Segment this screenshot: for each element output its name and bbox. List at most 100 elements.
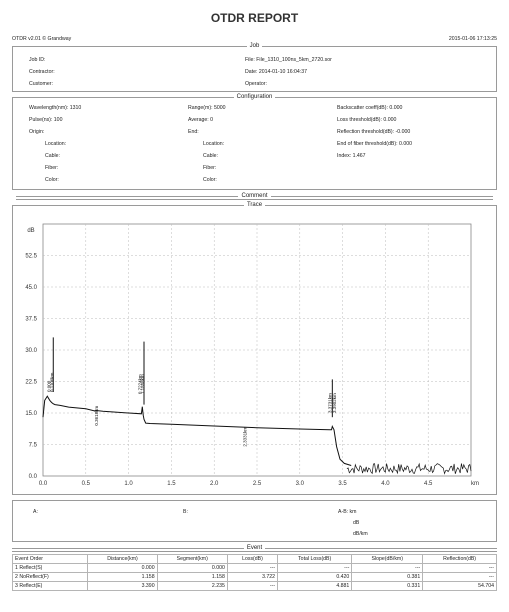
trace-header: Trace	[243, 202, 266, 208]
range-field: Range(m): 5000	[188, 105, 226, 111]
cell-reflection: ---	[422, 563, 497, 573]
x-tick-label: 0.0	[39, 481, 48, 487]
cell-segment: 0.000	[156, 563, 228, 573]
y-tick-label: 45.0	[25, 285, 37, 291]
noise-floor	[346, 462, 472, 475]
x-tick-label: 4.0	[381, 481, 390, 487]
x-tick-label: 0.5	[82, 481, 91, 487]
operator-field: Operator:	[245, 81, 267, 87]
event-header: Event	[243, 545, 266, 551]
cursor-readout-section: A: B: A-B: km dB dB/km	[12, 500, 497, 542]
table-row: 1 Reflect(S) 0.000 0.000 --- --- --- ---	[11, 563, 497, 573]
event-marker-label: 0.1100km	[49, 372, 54, 392]
cell-reflection: 54.704	[422, 581, 497, 591]
cell-segment: 2.235	[156, 581, 228, 591]
trace-line	[42, 395, 352, 466]
date-field: Date: 2014-01-10 16:04:37	[245, 69, 308, 75]
x-tick-label: 1.0	[124, 481, 133, 487]
end-location-field: Location:	[203, 141, 225, 147]
y-tick-label: 22.5	[25, 380, 37, 386]
cell-segment: 1.158	[156, 572, 228, 582]
cell-total-loss: ---	[277, 563, 353, 573]
event-marker-label: 0.7224km	[137, 374, 142, 394]
cell-event-order: 3 Reflect(E)	[11, 581, 89, 591]
report-datetime: 2015-01-06 17:13:25	[448, 36, 497, 42]
y-tick-label: 30.0	[25, 348, 37, 354]
y-tick-label: 7.5	[29, 443, 38, 449]
x-tick-label: 3.0	[296, 481, 305, 487]
x-tick-label: 3.5	[338, 481, 347, 487]
y-tick-label: 0.0	[29, 474, 38, 480]
customer-field: Customer:	[29, 81, 53, 87]
configuration-section: Configuration Wavelength(nm): 1310 Pulse…	[12, 94, 497, 190]
x-tick-label: 2.5	[253, 481, 262, 487]
pulse-field: Pulse(ns): 100	[29, 117, 63, 123]
cursor-ab-distance: A-B: km	[338, 509, 357, 515]
backscatter-field: Backscatter coeff(dB): 0.000	[337, 105, 403, 111]
otdr-trace-chart: 0.0 0.5 1.0 1.5 2.0 2.5 3.0 3.5 4.0 4.5 0.0 7.5 15.0…	[25, 223, 479, 487]
configuration-header: Configuration	[233, 94, 276, 100]
y-tick-label: 37.5	[25, 317, 37, 323]
x-axis-label: km	[471, 481, 479, 487]
y-axis-label: dB	[27, 228, 34, 234]
cell-distance: 3.390	[87, 581, 158, 591]
cell-reflection: ---	[422, 572, 497, 582]
y-tick-label: 15.0	[25, 411, 37, 417]
cell-event-order: 1 Reflect(S)	[11, 563, 89, 573]
end-cable-field: Cable:	[203, 153, 218, 159]
report-title: OTDR REPORT	[210, 11, 299, 25]
x-tick-label: 2.0	[210, 481, 219, 487]
event-table-header-row: Event Order Distance(km) Segment(km) Los…	[11, 554, 497, 564]
x-tick-label: 4.5	[424, 481, 433, 487]
col-segment: Segment(km)	[156, 554, 228, 564]
software-version: OTDR v2.01 © Grandway	[12, 36, 72, 42]
cursor-b-label: B:	[183, 509, 188, 515]
file-field: File: File_1310_100ns_5km_2720.sor	[245, 57, 332, 63]
col-slope: Slope(dB/km)	[351, 554, 424, 564]
job-id-field: Job ID:	[29, 57, 46, 63]
col-total-loss: Total Loss(dB)	[277, 554, 353, 564]
cell-slope: ---	[351, 563, 424, 573]
origin-cable-field: Cable:	[45, 153, 60, 159]
event-marker-label: 2.3331km	[243, 427, 248, 447]
col-event-order: Event Order	[11, 554, 89, 564]
end-field: End:	[188, 129, 199, 135]
y-tick-label: 52.5	[25, 254, 37, 260]
comment-header: Comment	[238, 193, 271, 199]
trace-section: Trace 0.0 0.5 1.0 1.5 2.0 2.5 3.0 3.5 4.0 4.5 0.0 7…	[12, 202, 497, 495]
origin-field: Origin:	[29, 129, 45, 135]
loss-threshold-field: Loss threshold(dB): 0.000	[337, 117, 397, 123]
cell-total-loss: 4.881	[277, 581, 353, 591]
cell-loss: ---	[226, 581, 279, 591]
reflection-threshold-field: Reflection threshold(dB): -0.000	[337, 129, 411, 135]
col-loss: Loss(dB)	[226, 554, 279, 564]
x-tick-label: 1.5	[167, 481, 176, 487]
origin-fiber-field: Fiber:	[45, 165, 59, 171]
end-color-field: Color:	[203, 177, 217, 183]
job-header: Job	[246, 43, 263, 49]
origin-location-field: Location:	[45, 141, 67, 147]
wavelength-field: Wavelength(nm): 1310	[29, 105, 82, 111]
event-table: Event Order Distance(km) Segment(km) Los…	[11, 554, 497, 591]
cell-event-order: 2 NoReflect(F)	[11, 572, 89, 582]
origin-color-field: Color:	[45, 177, 59, 183]
contractor-field: Contractor:	[29, 69, 55, 75]
cell-loss: ---	[226, 563, 279, 573]
end-fiber-field: Fiber:	[203, 165, 217, 171]
event-marker-label: 0.3618km	[94, 406, 99, 426]
cell-slope: 0.381	[351, 572, 424, 582]
job-section: Job Job ID: Contractor: Customer: File: …	[12, 43, 497, 92]
cursor-a-label: A:	[33, 509, 38, 515]
cell-total-loss: 0.420	[277, 572, 353, 582]
col-reflection: Reflection(dB)	[422, 554, 497, 564]
col-distance: Distance(km)	[87, 554, 158, 564]
cursor-ab-loss: dB	[353, 520, 360, 526]
cursor-ab-slope: dB/km	[353, 531, 368, 537]
event-table-wrap: Event Order Distance(km) Segment(km) Los…	[11, 554, 497, 591]
table-row: 3 Reflect(E) 3.390 2.235 --- 4.881 0.331…	[11, 581, 497, 591]
event-marker-label: 1.1558km	[140, 374, 145, 394]
cell-slope: 0.331	[351, 581, 424, 591]
event-marker-label: 3.3902km	[332, 393, 337, 413]
cell-loss: 3.722	[226, 572, 279, 582]
cell-distance: 0.000	[87, 563, 158, 573]
